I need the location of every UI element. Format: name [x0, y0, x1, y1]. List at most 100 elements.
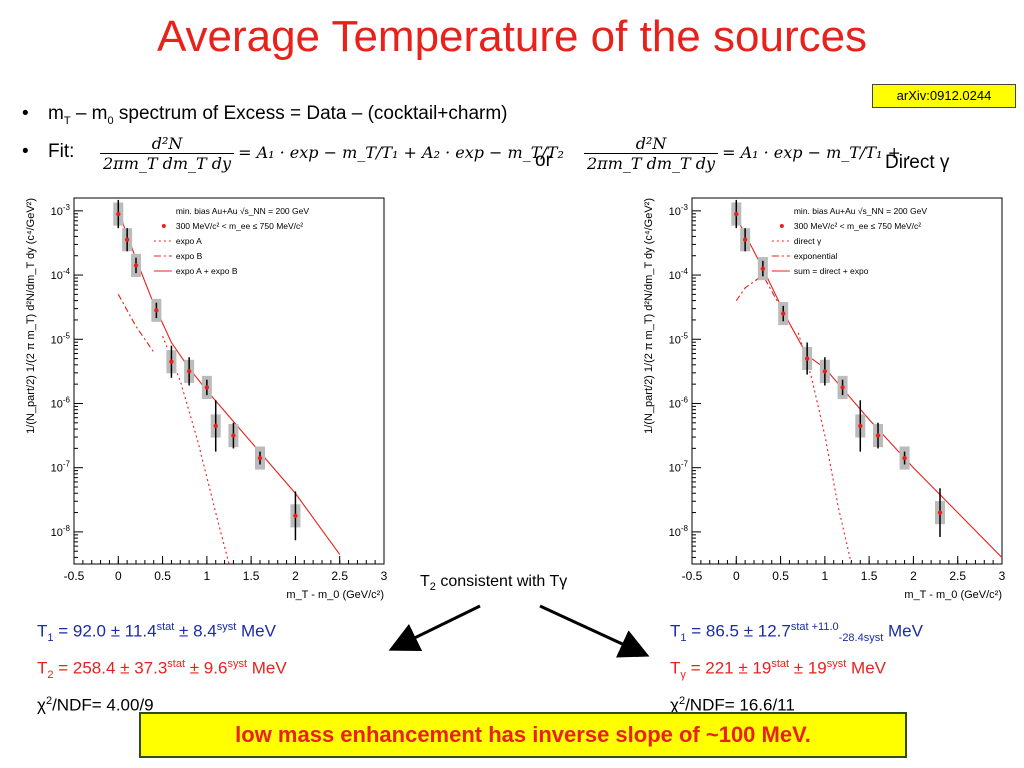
eq-numerator: d²N [584, 134, 719, 154]
y-tick-label: 10-3 [669, 203, 689, 218]
x-tick-label: 1 [204, 569, 211, 583]
right-plot: -0.5 0 0.5 1 1.5 2 2.5 3 10-3 10-4 10-5 10-6 10-7 10-… [640, 184, 1020, 614]
legend-marker [779, 224, 784, 228]
legend-label: expo A + expo B [176, 266, 238, 276]
y-tick-label: 10-6 [669, 395, 689, 410]
data-point [116, 211, 121, 217]
legend-label: min. bias Au+Au √s_NN = 200 GeV [176, 206, 310, 216]
fit-curve-expoA [162, 335, 230, 565]
legend-marker [161, 224, 166, 228]
arxiv-reference: arXiv:0912.0244 [872, 84, 1016, 108]
x-axis-label: m_T - m_0 (GeV/c²) [904, 589, 1002, 601]
bullet-spectrum: • mT – m0 spectrum of Excess = Data – (co… [22, 103, 508, 127]
left-t1: T1 = 92.0 ± 11.4stat ± 8.4syst MeV [37, 621, 276, 645]
legend-label: direct γ [794, 236, 822, 246]
bullet-fit: • Fit: [22, 141, 74, 163]
arrow-left [388, 604, 481, 651]
left-chi2: χ2/NDF= 4.00/9 [37, 695, 154, 715]
data-point [822, 369, 828, 374]
legend-label: 300 MeV/c² < m_ee ≤ 750 MeV/c² [794, 221, 921, 231]
note-text: T [420, 573, 430, 590]
y-tick-label: 10-8 [51, 524, 71, 539]
conclusion-box: low mass enhancement has inverse slope o… [139, 712, 907, 758]
right-chi2: χ2/NDF= 16.6/11 [670, 695, 795, 715]
data-point [734, 211, 739, 217]
eq-denominator: 2πm_T dm_T dy [103, 154, 232, 173]
x-tick-label: 2 [292, 569, 299, 583]
eq-rhs: = A₁ · exp − m_T/T₁ + . [722, 143, 912, 162]
legend-label: expo B [176, 251, 203, 261]
data-point [154, 308, 159, 313]
bullet-marker: • [22, 103, 29, 124]
y-tick-exponent: -6 [63, 395, 71, 404]
y-tick-exponent: -8 [63, 524, 71, 533]
x-tick-label: 3 [381, 569, 388, 583]
left-spectrum-chart: -0.5 0 0.5 1 1.5 2 2.5 3 10-3 10-4 10-5 10-6 10-7 10-… [25, 197, 388, 601]
note-text: consistent with Tγ [435, 573, 568, 590]
data-point [169, 359, 174, 364]
bullet-subscript: T [63, 114, 71, 127]
data-point [204, 385, 210, 390]
bullet-subscript: 0 [107, 114, 114, 127]
x-tick-label: 0.5 [772, 569, 789, 583]
y-tick-exponent: -8 [681, 524, 689, 533]
y-axis-label: 1/(N_part/2) 1/(2 π m_T) d²N/dm_T dy (c⁴… [643, 198, 655, 434]
data-point [257, 455, 263, 461]
x-tick-label: 1.5 [243, 569, 260, 583]
y-tick-exponent: -7 [681, 460, 689, 469]
legend-label: expo A [176, 236, 202, 246]
x-tick-label: 2.5 [949, 569, 966, 583]
slide-title: Average Temperature of the sources [156, 12, 868, 61]
legend-label: exponential [794, 251, 838, 261]
y-tick-label: 10-4 [669, 267, 689, 282]
data-point [840, 385, 845, 390]
x-axis-label: m_T - m_0 (GeV/c²) [286, 589, 384, 601]
y-tick-label: 10-5 [51, 331, 71, 346]
bullet-marker: • [22, 141, 29, 162]
data-point [760, 266, 766, 271]
right-t1: T1 = 86.5 ± 12.7stat +11.0-28.4syst MeV [670, 621, 923, 645]
y-tick-label: 10-3 [51, 203, 71, 218]
y-tick-label: 10-5 [669, 331, 689, 346]
data-point [186, 369, 192, 374]
right-tgamma: Tγ = 221 ± 19stat ± 19syst MeV [670, 658, 886, 682]
bullet-text: – m [70, 103, 108, 124]
data-point [231, 433, 236, 438]
x-tick-label: 2 [910, 569, 917, 583]
left-t2: T2 = 258.4 ± 37.3stat ± 9.6syst MeV [37, 658, 287, 682]
y-tick-label: 10-7 [669, 460, 689, 475]
right-results: T1 = 86.5 ± 12.7stat +11.0-28.4syst MeV … [670, 614, 923, 719]
y-tick-label: 10-4 [51, 267, 71, 282]
data-point [293, 513, 298, 519]
data-point [804, 356, 810, 361]
fit-label: Fit: [48, 141, 75, 162]
y-tick-label: 10-7 [51, 460, 71, 475]
y-tick-label: 10-8 [669, 524, 689, 539]
data-point [902, 455, 907, 461]
y-axis-label: 1/(N_part/2) 1/(2 π m_T) d²N/dm_T dy (c⁴… [25, 198, 37, 434]
x-tick-label: 0 [115, 569, 122, 583]
x-tick-label: 2.5 [331, 569, 348, 583]
data-point [875, 433, 881, 438]
eq-rhs: = A₁ · exp − m_T/T₁ + A₂ · exp − m_T/T₂ [238, 143, 564, 162]
right-spectrum-chart: -0.5 0 0.5 1 1.5 2 2.5 3 10-3 10-4 10-5 10-6 10-7 10-… [643, 197, 1006, 601]
y-tick-exponent: -6 [681, 395, 689, 404]
y-tick-exponent: -7 [63, 460, 71, 469]
x-tick-label: 1 [822, 569, 829, 583]
x-tick-label: 3 [999, 569, 1006, 583]
legend-label: 300 MeV/c² < m_ee ≤ 750 MeV/c² [176, 221, 303, 231]
x-tick-label: -0.5 [682, 569, 703, 583]
left-plot: -0.5 0 0.5 1 1.5 2 2.5 3 10-3 10-4 10-5 10-6 10-7 10-… [22, 184, 402, 614]
data-point [858, 423, 863, 429]
arrow-right [539, 604, 650, 658]
data-point [781, 311, 786, 316]
eq-denominator: 2πm_T dm_T dy [587, 154, 716, 173]
left-results: T1 = 92.0 ± 11.4stat ± 8.4syst MeV T2 = … [37, 614, 287, 719]
fit-curve-sum [735, 217, 1003, 558]
y-tick-label: 10-6 [51, 395, 71, 410]
data-point [124, 237, 130, 242]
arrows [388, 604, 650, 658]
legend-label: sum = direct + expo [794, 266, 869, 276]
plot-frame [691, 197, 1003, 565]
fit-curve-sum [117, 210, 341, 555]
